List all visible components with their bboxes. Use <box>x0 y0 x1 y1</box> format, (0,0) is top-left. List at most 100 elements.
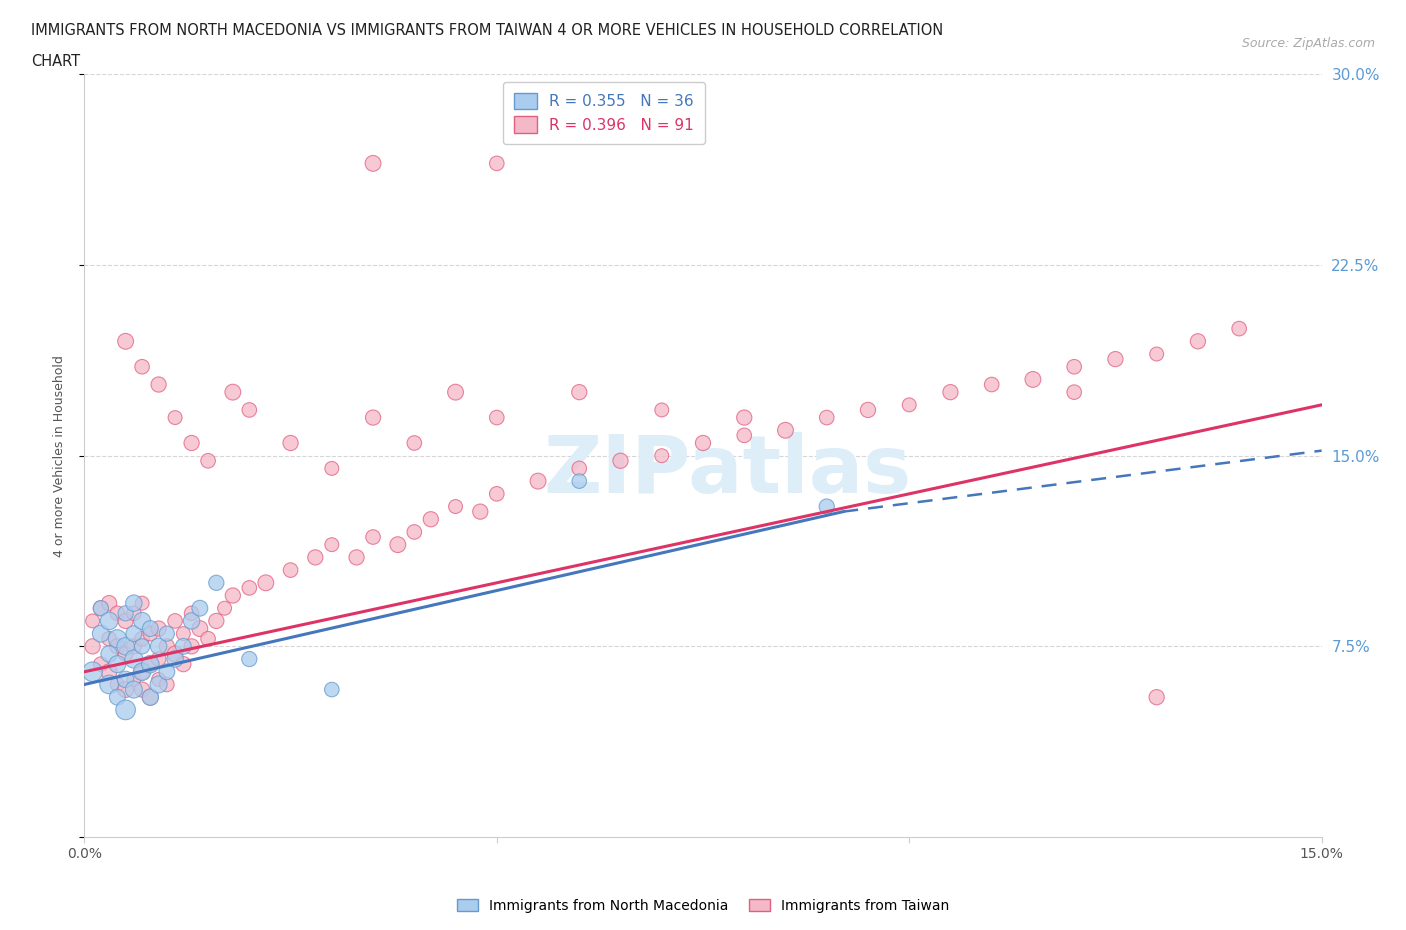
Legend: Immigrants from North Macedonia, Immigrants from Taiwan: Immigrants from North Macedonia, Immigra… <box>451 894 955 919</box>
Point <box>651 403 673 418</box>
Point <box>114 672 136 687</box>
Point <box>651 448 673 463</box>
Point <box>114 614 136 629</box>
Point <box>139 657 162 671</box>
Point <box>114 646 136 661</box>
Point <box>114 702 136 717</box>
Point <box>733 428 755 443</box>
Point <box>321 682 343 697</box>
Point <box>197 453 219 468</box>
Point <box>122 626 145 641</box>
Point <box>131 664 153 679</box>
Point <box>98 677 121 692</box>
Point <box>444 499 467 514</box>
Point <box>180 614 202 629</box>
Point <box>82 614 104 629</box>
Point <box>165 614 187 629</box>
Point <box>139 690 162 705</box>
Point <box>238 403 260 418</box>
Point <box>156 664 179 679</box>
Point <box>188 621 211 636</box>
Point <box>1146 690 1168 705</box>
Point <box>205 576 228 591</box>
Point <box>139 690 162 705</box>
Point <box>114 639 136 654</box>
Point <box>105 639 128 654</box>
Point <box>568 473 591 488</box>
Point <box>321 461 343 476</box>
Point <box>180 639 202 654</box>
Point <box>165 646 187 661</box>
Point <box>131 614 153 629</box>
Point <box>1063 385 1085 400</box>
Point <box>156 626 179 641</box>
Point <box>980 377 1002 392</box>
Point <box>131 359 153 374</box>
Point <box>148 677 170 692</box>
Point <box>82 664 104 679</box>
Point <box>254 576 277 591</box>
Point <box>222 385 245 400</box>
Point <box>361 156 384 171</box>
Point <box>172 626 194 641</box>
Point <box>205 614 228 629</box>
Point <box>172 639 194 654</box>
Point <box>280 563 302 578</box>
Point <box>131 682 153 697</box>
Point <box>238 580 260 595</box>
Legend: R = 0.355   N = 36, R = 0.396   N = 91: R = 0.355 N = 36, R = 0.396 N = 91 <box>503 82 704 143</box>
Point <box>856 403 879 418</box>
Point <box>90 626 112 641</box>
Point <box>733 410 755 425</box>
Point <box>90 601 112 616</box>
Point <box>180 435 202 450</box>
Point <box>188 601 211 616</box>
Point <box>172 657 194 671</box>
Point <box>238 652 260 667</box>
Text: ZIPatlas: ZIPatlas <box>544 432 912 510</box>
Point <box>131 596 153 611</box>
Point <box>1104 352 1126 366</box>
Point <box>1187 334 1209 349</box>
Point <box>105 631 128 646</box>
Point <box>90 601 112 616</box>
Point <box>898 397 921 412</box>
Point <box>82 639 104 654</box>
Point <box>692 435 714 450</box>
Text: Source: ZipAtlas.com: Source: ZipAtlas.com <box>1241 37 1375 50</box>
Point <box>1146 347 1168 362</box>
Point <box>419 512 441 526</box>
Text: IMMIGRANTS FROM NORTH MACEDONIA VS IMMIGRANTS FROM TAIWAN 4 OR MORE VEHICLES IN : IMMIGRANTS FROM NORTH MACEDONIA VS IMMIG… <box>31 23 943 38</box>
Point <box>90 657 112 671</box>
Point <box>122 672 145 687</box>
Point <box>444 385 467 400</box>
Point <box>815 499 838 514</box>
Point <box>98 614 121 629</box>
Point <box>609 453 631 468</box>
Point <box>98 596 121 611</box>
Point <box>122 682 145 697</box>
Point <box>485 156 508 171</box>
Point <box>1022 372 1045 387</box>
Point <box>321 538 343 552</box>
Point <box>131 639 153 654</box>
Point <box>148 377 170 392</box>
Point <box>939 385 962 400</box>
Point <box>346 550 368 565</box>
Point <box>280 435 302 450</box>
Point <box>114 682 136 697</box>
Point <box>105 690 128 705</box>
Point <box>122 652 145 667</box>
Point <box>105 605 128 620</box>
Point <box>197 631 219 646</box>
Point <box>114 334 136 349</box>
Point <box>222 588 245 603</box>
Point <box>98 646 121 661</box>
Point <box>361 529 384 544</box>
Point <box>131 664 153 679</box>
Point <box>105 677 128 692</box>
Point <box>485 486 508 501</box>
Point <box>180 605 202 620</box>
Point <box>527 473 550 488</box>
Point <box>98 664 121 679</box>
